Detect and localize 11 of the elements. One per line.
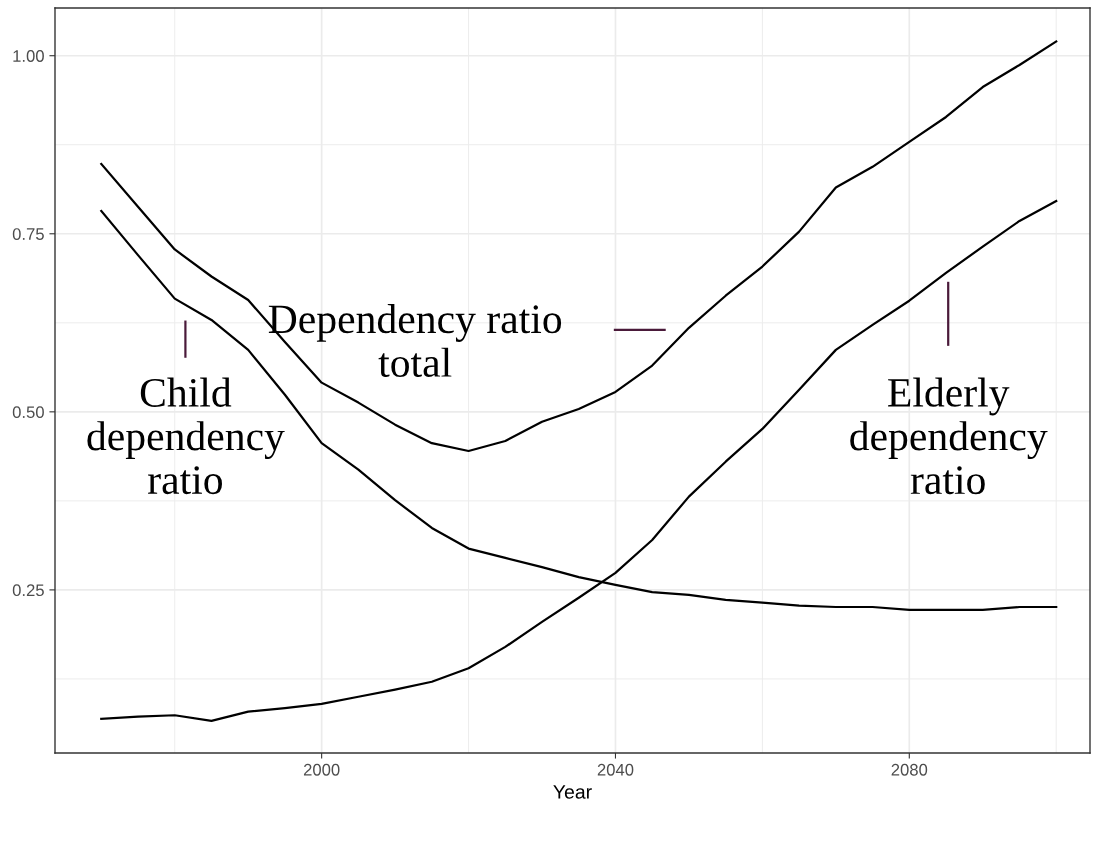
annotation: Elderly dependency ratio bbox=[850, 377, 1048, 495]
annotation: Child dependency ratio bbox=[87, 377, 285, 495]
y-tick-label: 0.50 bbox=[12, 406, 44, 419]
x-tick-label: 2080 bbox=[891, 763, 928, 776]
x-tick-label: 2000 bbox=[303, 763, 340, 776]
annotation: Dependency ratio total bbox=[268, 304, 562, 378]
y-tick-label: 0.25 bbox=[12, 584, 44, 597]
x-axis-title: Year bbox=[553, 785, 592, 799]
y-tick-label: 0.75 bbox=[12, 228, 44, 240]
x-tick-label: 2040 bbox=[597, 763, 634, 776]
y-tick-label: 1.00 bbox=[13, 50, 44, 62]
